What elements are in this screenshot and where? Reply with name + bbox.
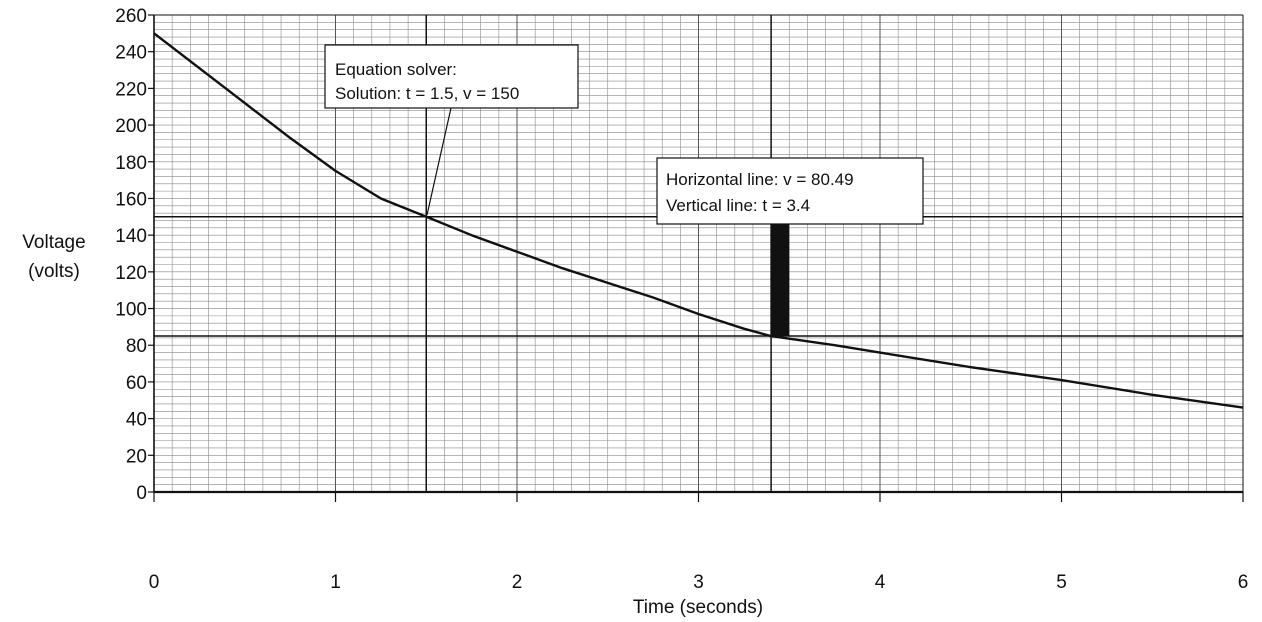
y-tick-labels: 0 20 40 60 80 100 120 140 160 180 200 220 240 260 xyxy=(115,6,154,504)
shaded-bar xyxy=(771,216,790,337)
annotation-line: Horizontal line: v = 80.49 xyxy=(666,170,854,189)
y-axis-title-line1: Voltage xyxy=(22,232,85,253)
shaded-region xyxy=(771,216,790,337)
y-tick-label: 240 xyxy=(115,43,147,64)
y-tick-label: 160 xyxy=(115,189,147,210)
y-axis-title-line2: (volts) xyxy=(28,261,80,282)
y-tick-label: 80 xyxy=(126,336,147,357)
y-tick-label: 0 xyxy=(136,483,147,504)
y-tick-label: 20 xyxy=(126,446,147,467)
x-tick-label: 4 xyxy=(875,572,886,593)
y-tick-label: 180 xyxy=(115,153,147,174)
series-layer xyxy=(153,32,1244,409)
annotation-leader-line xyxy=(426,107,452,216)
annotation-lines-info: Horizontal line: v = 80.49 Vertical line… xyxy=(656,157,924,225)
x-tick-label: 2 xyxy=(512,572,523,593)
x-tick-label: 0 xyxy=(149,572,160,593)
annotation-box xyxy=(656,157,924,225)
y-tick-label: 140 xyxy=(115,226,147,247)
annotation-line: Equation solver: xyxy=(335,60,457,79)
annotation-equation-solver: Equation solver: Solution: t = 1.5, v = … xyxy=(324,44,579,216)
x-tick-label: 5 xyxy=(1056,572,1067,593)
y-tick-label: 40 xyxy=(126,410,147,431)
x-tick-label: 6 xyxy=(1238,572,1249,593)
y-tick-label: 200 xyxy=(115,116,147,137)
y-tick-label: 100 xyxy=(115,300,147,321)
annotation-line: Solution: t = 1.5, v = 150 xyxy=(335,84,519,103)
voltage-curve xyxy=(153,32,1244,409)
y-tick-label: 260 xyxy=(115,6,147,27)
x-tick-label: 3 xyxy=(693,572,704,593)
x-axis-title: Time (seconds) xyxy=(633,597,763,618)
x-tick-labels: 0 1 2 3 4 5 6 xyxy=(149,492,1249,593)
annotation-line: Vertical line: t = 3.4 xyxy=(666,196,810,215)
y-tick-label: 220 xyxy=(115,79,147,100)
y-tick-label: 60 xyxy=(126,373,147,394)
annotation-box xyxy=(324,44,579,109)
y-tick-label: 120 xyxy=(115,263,147,284)
x-tick-label: 1 xyxy=(330,572,341,593)
